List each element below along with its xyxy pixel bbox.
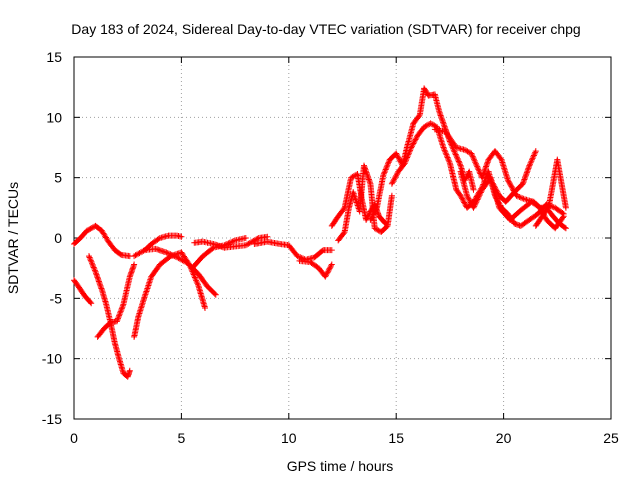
- data-series-4: [94, 261, 138, 340]
- data-series-1: [71, 222, 133, 260]
- data-point-markers: [94, 261, 138, 340]
- data-series-19: [457, 168, 567, 232]
- data-series-13: [335, 162, 395, 244]
- data-series-3: [86, 253, 133, 380]
- data-point-markers: [71, 277, 95, 307]
- data-point-markers: [457, 168, 567, 232]
- data-series-2: [71, 277, 95, 307]
- data-point-markers: [191, 233, 271, 251]
- x-tick-label: 5: [178, 430, 186, 446]
- y-tick-label: 5: [54, 170, 62, 186]
- x-tick-label: 15: [388, 430, 404, 446]
- axes: [73, 56, 612, 420]
- chart-title: Day 183 of 2024, Sidereal Day-to-day VTE…: [71, 21, 580, 37]
- x-tick-label: 25: [603, 430, 619, 446]
- y-axis-label: SDTVAR / TECUs: [5, 182, 21, 294]
- data-point-markers: [335, 162, 395, 244]
- tick-labels: 0 5 10 15 20 25 -15 -10 -5 0 5 10 15: [42, 49, 619, 446]
- y-tick-label: 15: [46, 49, 62, 65]
- data-series-9: [191, 233, 271, 251]
- data-point-markers: [131, 245, 219, 298]
- data-point-markers: [296, 257, 335, 280]
- data-series-11: [296, 257, 335, 280]
- data-point-markers: [71, 222, 133, 260]
- y-tick-label: 10: [46, 109, 62, 125]
- y-tick-label: 0: [54, 230, 62, 246]
- x-tick-label: 0: [70, 430, 78, 446]
- x-tick-label: 10: [281, 430, 297, 446]
- y-tick-label: -15: [42, 411, 62, 427]
- data-marks: [71, 85, 569, 380]
- y-tick-label: -5: [50, 290, 63, 306]
- x-axis-label: GPS time / hours: [287, 458, 394, 474]
- data-point-markers: [86, 253, 133, 380]
- data-series-7: [131, 245, 219, 298]
- y-tick-label: -10: [42, 351, 62, 367]
- x-tick-label: 20: [496, 430, 512, 446]
